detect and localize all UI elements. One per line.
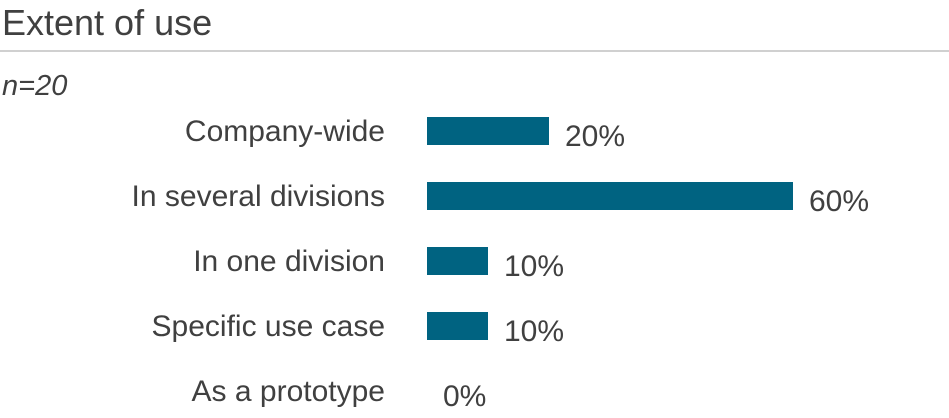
bar [427, 247, 488, 275]
value-label: 20% [565, 120, 625, 153]
bar [427, 117, 549, 145]
category-label: In one division [193, 245, 385, 278]
chart-title: Extent of use [2, 2, 212, 43]
category-label: Specific use case [152, 310, 385, 343]
bar [427, 182, 793, 210]
category-label: In several divisions [132, 180, 385, 213]
value-label: 60% [809, 185, 869, 218]
value-label: 10% [504, 250, 564, 283]
category-label: As a prototype [192, 375, 385, 408]
value-label: 10% [504, 315, 564, 348]
chart-subtitle: n=20 [2, 70, 67, 102]
value-label: 0% [443, 380, 486, 413]
bar [427, 312, 488, 340]
category-label: Company-wide [185, 115, 385, 148]
